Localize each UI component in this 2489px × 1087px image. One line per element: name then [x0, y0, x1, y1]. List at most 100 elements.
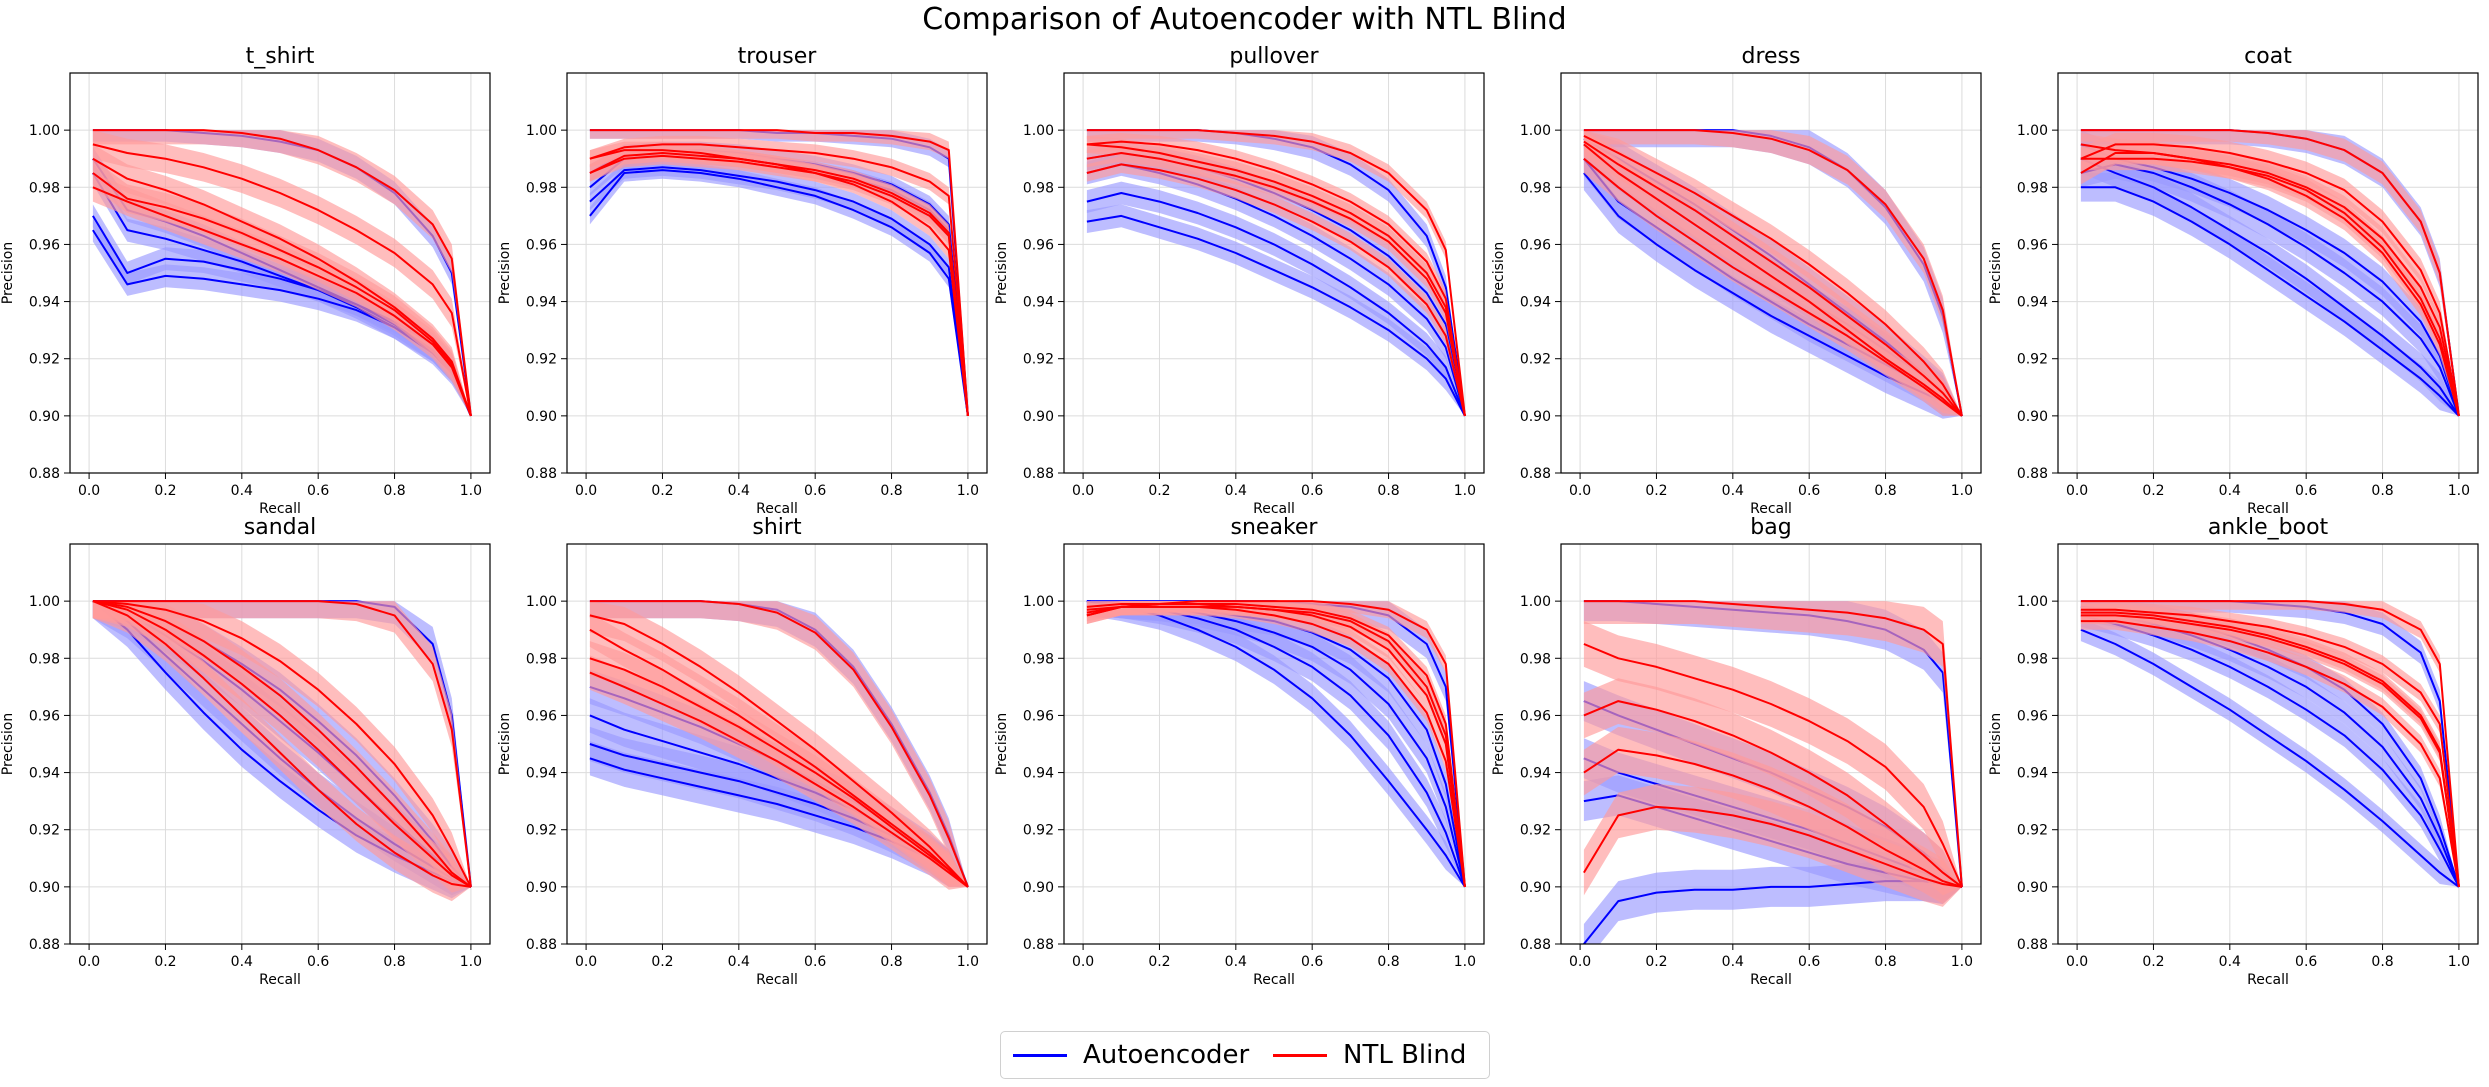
ntl-blind-curve: [589, 657, 969, 888]
axes-frame: [1063, 543, 1485, 945]
ntl-blind-curve: [92, 143, 472, 417]
y-tick-label: 0.92: [29, 823, 60, 839]
autoencoder-band: [92, 204, 471, 416]
ntl-blind-band: [92, 601, 471, 902]
ntl-blind-band: [1583, 144, 1962, 416]
plot-area: [2080, 129, 2460, 417]
x-axis-label: Recall: [2247, 501, 2289, 517]
y-tick-label: 0.90: [2017, 409, 2048, 425]
x-tick-label: 1.0: [957, 954, 979, 970]
ntl-blind-curve: [589, 671, 969, 888]
y-tick-label: 0.94: [2017, 766, 2048, 782]
plot-area: [589, 129, 969, 417]
autoencoder-curve: [2080, 628, 2460, 888]
ntl-blind-curve: [2080, 129, 2460, 417]
ntl-blind-band: [2080, 133, 2459, 416]
ntl-blind-curve: [2080, 620, 2460, 888]
ntl-blind-curve: [92, 186, 472, 417]
y-tick-label: 0.98: [526, 180, 557, 196]
x-tick-label: 1.0: [1951, 483, 1973, 499]
subplot-dress: 0.0 0.2 0.4 0.6 0.8 1.0 0.88 0.90 0.92 0.94 0.96 0.…: [1491, 44, 1982, 517]
ntl-blind-curve: [1086, 143, 1466, 417]
x-tick-label: 0.0: [1569, 483, 1591, 499]
legend-swatch-ntl-blind: [1273, 1053, 1327, 1057]
x-tick-label: 0.8: [1377, 483, 1399, 499]
x-tick-label: 1.0: [1454, 954, 1476, 970]
y-tick-label: 0.96: [2017, 708, 2048, 724]
x-axis-label: Recall: [259, 501, 301, 517]
x-tick-label: 0.4: [231, 954, 253, 970]
y-tick-label: 1.00: [1023, 594, 1054, 610]
x-tick-label: 0.4: [1225, 483, 1247, 499]
x-tick-label: 0.8: [880, 483, 902, 499]
x-tick-label: 0.6: [1301, 954, 1323, 970]
y-tick-label: 0.98: [1520, 180, 1551, 196]
y-tick-label: 0.96: [29, 237, 60, 253]
ntl-blind-curve: [92, 157, 472, 417]
autoencoder-curve: [2080, 163, 2460, 417]
ntl-blind-curve: [589, 614, 969, 888]
x-tick-label: 0.4: [728, 483, 750, 499]
ntl-blind-curve: [1583, 157, 1963, 417]
x-tick-label: 0.2: [2142, 954, 2164, 970]
subplot-title: pullover: [1229, 44, 1319, 69]
autoencoder-curve: [1086, 214, 1466, 417]
x-tick-label: 0.8: [880, 954, 902, 970]
y-tick-label: 0.92: [1520, 352, 1551, 368]
axes-frame: [1560, 72, 1982, 474]
ntl-blind-curve: [92, 172, 472, 417]
y-axis-label: Precision: [0, 713, 16, 775]
y-tick-label: 0.90: [1023, 880, 1054, 896]
ntl-blind-curve: [1583, 643, 1963, 888]
autoencoder-band: [2080, 604, 2459, 887]
x-tick-label: 0.6: [307, 483, 329, 499]
y-tick-label: 0.96: [1023, 708, 1054, 724]
plot-area: [589, 600, 969, 890]
y-tick-label: 0.90: [526, 880, 557, 896]
x-tick-label: 0.2: [651, 483, 673, 499]
subplot-sneaker: 0.0 0.2 0.4 0.6 0.8 1.0 0.88 0.90 0.92 0.94 0.96 0.…: [994, 515, 1485, 988]
x-axis-label: Recall: [1750, 501, 1792, 517]
autoencoder-band: [92, 601, 471, 887]
x-tick-label: 1.0: [460, 954, 482, 970]
x-tick-label: 1.0: [957, 483, 979, 499]
x-tick-label: 0.6: [804, 954, 826, 970]
autoencoder-curve: [589, 169, 969, 417]
subplot-grid: 0.0 0.2 0.4 0.6 0.8 1.0 0.88 0.90 0.92 0.94 0.96 0.…: [0, 44, 2479, 988]
ntl-blind-curve: [2080, 611, 2460, 888]
y-tick-label: 0.98: [29, 180, 60, 196]
autoencoder-band: [2080, 150, 2459, 416]
subplot-t_shirt: 0.0 0.2 0.4 0.6 0.8 1.0 0.88 0.90 0.92 0.94 0.96 0.…: [0, 44, 491, 517]
y-tick-label: 0.96: [1520, 708, 1551, 724]
ntl-blind-curve: [2080, 143, 2460, 417]
y-tick-label: 1.00: [2017, 594, 2048, 610]
ntl-blind-band: [2080, 133, 2459, 416]
y-tick-label: 0.94: [1023, 766, 1054, 782]
x-axis-label: Recall: [1253, 972, 1295, 988]
x-tick-label: 0.8: [1874, 483, 1896, 499]
y-tick-label: 0.88: [1023, 466, 1054, 482]
x-tick-label: 0.2: [2142, 483, 2164, 499]
y-tick-label: 0.96: [2017, 237, 2048, 253]
autoencoder-band: [1086, 204, 1465, 416]
ntl-blind-curve: [1583, 143, 1963, 417]
autoencoder-band: [2080, 618, 2459, 887]
ntl-blind-band: [1583, 621, 1962, 887]
y-tick-label: 0.98: [1520, 651, 1551, 667]
y-tick-label: 0.94: [526, 766, 557, 782]
figure-title: Comparison of Autoencoder with NTL Blind: [922, 2, 1567, 37]
x-tick-label: 0.4: [1722, 954, 1744, 970]
y-tick-label: 0.88: [526, 466, 557, 482]
y-tick-label: 0.88: [526, 937, 557, 953]
subplot-ankle_boot: 0.0 0.2 0.4 0.6 0.8 1.0 0.88 0.90 0.92 0.94 0.96 0.…: [1988, 515, 2479, 988]
y-tick-label: 0.96: [1023, 237, 1054, 253]
y-tick-label: 0.92: [526, 352, 557, 368]
axes-frame: [1063, 72, 1485, 474]
x-axis-label: Recall: [1253, 501, 1295, 517]
y-tick-label: 0.94: [1023, 295, 1054, 311]
y-axis-label: Precision: [0, 242, 16, 304]
ntl-blind-curve: [92, 600, 472, 888]
ntl-blind-curve: [92, 129, 472, 417]
ntl-blind-band: [92, 601, 471, 893]
legend-item-autoencoder: Autoencoder: [1013, 1040, 1249, 1070]
